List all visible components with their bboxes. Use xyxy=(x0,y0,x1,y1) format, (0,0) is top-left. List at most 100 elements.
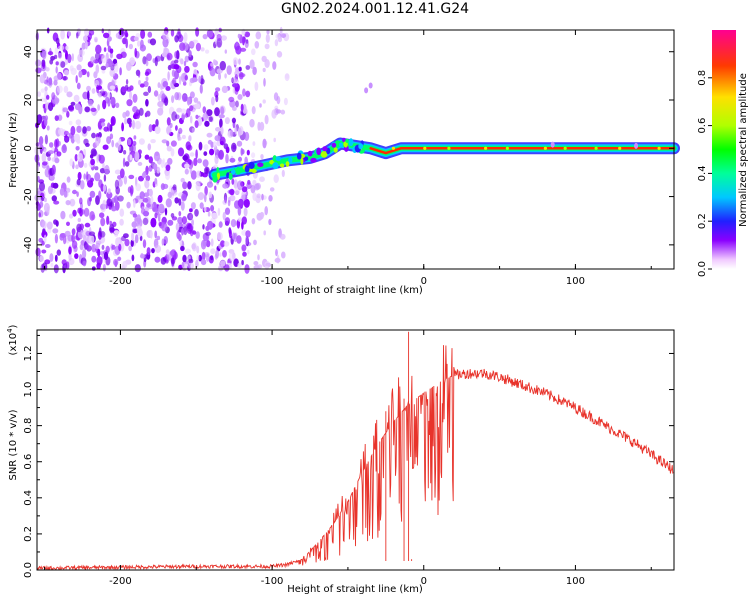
noise-speck xyxy=(237,94,243,100)
noise-speck xyxy=(41,50,47,60)
noise-speck xyxy=(69,158,74,167)
noise-speck xyxy=(41,240,45,246)
noise-speck xyxy=(112,58,118,65)
noise-speck xyxy=(279,233,286,240)
noise-speck xyxy=(105,245,110,253)
noise-speck xyxy=(68,252,72,261)
ridge-blob xyxy=(348,138,354,147)
noise-speck xyxy=(198,141,203,151)
noise-speck xyxy=(82,234,87,242)
noise-speck xyxy=(240,47,247,52)
noise-speck xyxy=(232,83,238,88)
noise-speck xyxy=(106,136,112,145)
noise-speck xyxy=(182,254,187,263)
noise-speck xyxy=(54,115,59,121)
noise-speck xyxy=(220,126,224,135)
noise-speck xyxy=(137,70,141,78)
noise-speck xyxy=(83,138,89,145)
noise-speck xyxy=(35,247,41,257)
noise-speck xyxy=(51,195,57,202)
noise-speck xyxy=(284,73,290,82)
noise-speck xyxy=(75,75,78,84)
noise-speck xyxy=(138,149,141,154)
noise-speck xyxy=(218,72,221,80)
noise-speck xyxy=(281,251,286,259)
noise-speck xyxy=(241,244,247,252)
noise-speck xyxy=(125,38,128,49)
noise-speck xyxy=(157,101,164,108)
noise-speck xyxy=(130,239,134,247)
ridge-dot xyxy=(447,146,451,150)
noise-speck xyxy=(102,199,107,210)
noise-speck xyxy=(121,86,128,93)
noise-speck xyxy=(213,59,216,64)
noise-speck xyxy=(222,183,229,189)
colorbar-tick-label: 0.6 xyxy=(697,118,708,134)
x-tick-label: -100 xyxy=(261,576,284,587)
snr-trace xyxy=(36,345,674,571)
noise-speck xyxy=(118,138,122,144)
noise-speck xyxy=(39,255,44,262)
noise-speck xyxy=(71,228,76,236)
noise-speck xyxy=(114,260,118,268)
noise-speck xyxy=(160,183,165,191)
noise-speck xyxy=(210,141,214,148)
noise-speck xyxy=(154,177,158,185)
noise-speck xyxy=(167,157,173,165)
noise-speck xyxy=(230,130,234,137)
noise-speck xyxy=(142,210,150,217)
ridge-blob xyxy=(296,152,302,160)
noise-speck xyxy=(172,184,177,191)
colorbar-gradient xyxy=(712,30,736,269)
noise-speck xyxy=(179,42,186,51)
noise-speck xyxy=(132,144,136,153)
noise-speck xyxy=(103,251,109,261)
noise-speck xyxy=(76,191,79,198)
noise-speck xyxy=(232,106,237,111)
noise-speck xyxy=(66,111,70,118)
noise-speck xyxy=(254,81,259,92)
noise-speck xyxy=(48,102,54,112)
noise-speck xyxy=(197,192,205,201)
noise-speck xyxy=(181,261,185,268)
noise-speck xyxy=(160,257,167,265)
noise-speck xyxy=(236,235,242,244)
noise-speck xyxy=(95,64,100,74)
noise-speck xyxy=(171,111,178,122)
noise-speck xyxy=(132,93,138,103)
noise-speck xyxy=(53,200,60,205)
noise-speck xyxy=(259,176,265,182)
noise-speck xyxy=(205,49,210,54)
x-tick-label: 100 xyxy=(566,576,585,587)
noise-speck xyxy=(128,121,132,128)
noise-speck xyxy=(200,74,204,85)
noise-speck xyxy=(88,99,93,107)
noise-speck xyxy=(117,144,121,151)
noise-speck xyxy=(222,250,227,258)
noise-speck xyxy=(58,45,65,51)
noise-speck xyxy=(207,211,211,217)
noise-speck xyxy=(101,121,106,127)
noise-speck xyxy=(39,74,46,84)
noise-speck xyxy=(75,146,80,151)
noise-speck xyxy=(231,76,237,84)
noise-speck xyxy=(174,197,179,204)
noise-speck xyxy=(160,159,165,169)
noise-speck xyxy=(66,221,70,226)
colorbar-tick-label: 0.0 xyxy=(697,261,708,277)
noise-speck xyxy=(195,231,200,239)
noise-speck xyxy=(238,58,241,65)
noise-speck xyxy=(188,262,194,270)
noise-speck xyxy=(63,69,70,76)
noise-speck xyxy=(260,154,264,160)
noise-speck xyxy=(117,175,122,180)
noise-speck xyxy=(249,59,255,69)
noise-speck xyxy=(233,179,238,189)
noise-speck xyxy=(264,43,270,50)
noise-speck xyxy=(78,70,83,78)
noise-speck xyxy=(184,55,189,63)
noise-speck xyxy=(195,114,199,120)
noise-speck xyxy=(61,144,67,154)
noise-speck xyxy=(206,109,213,117)
noise-speck xyxy=(210,205,215,212)
